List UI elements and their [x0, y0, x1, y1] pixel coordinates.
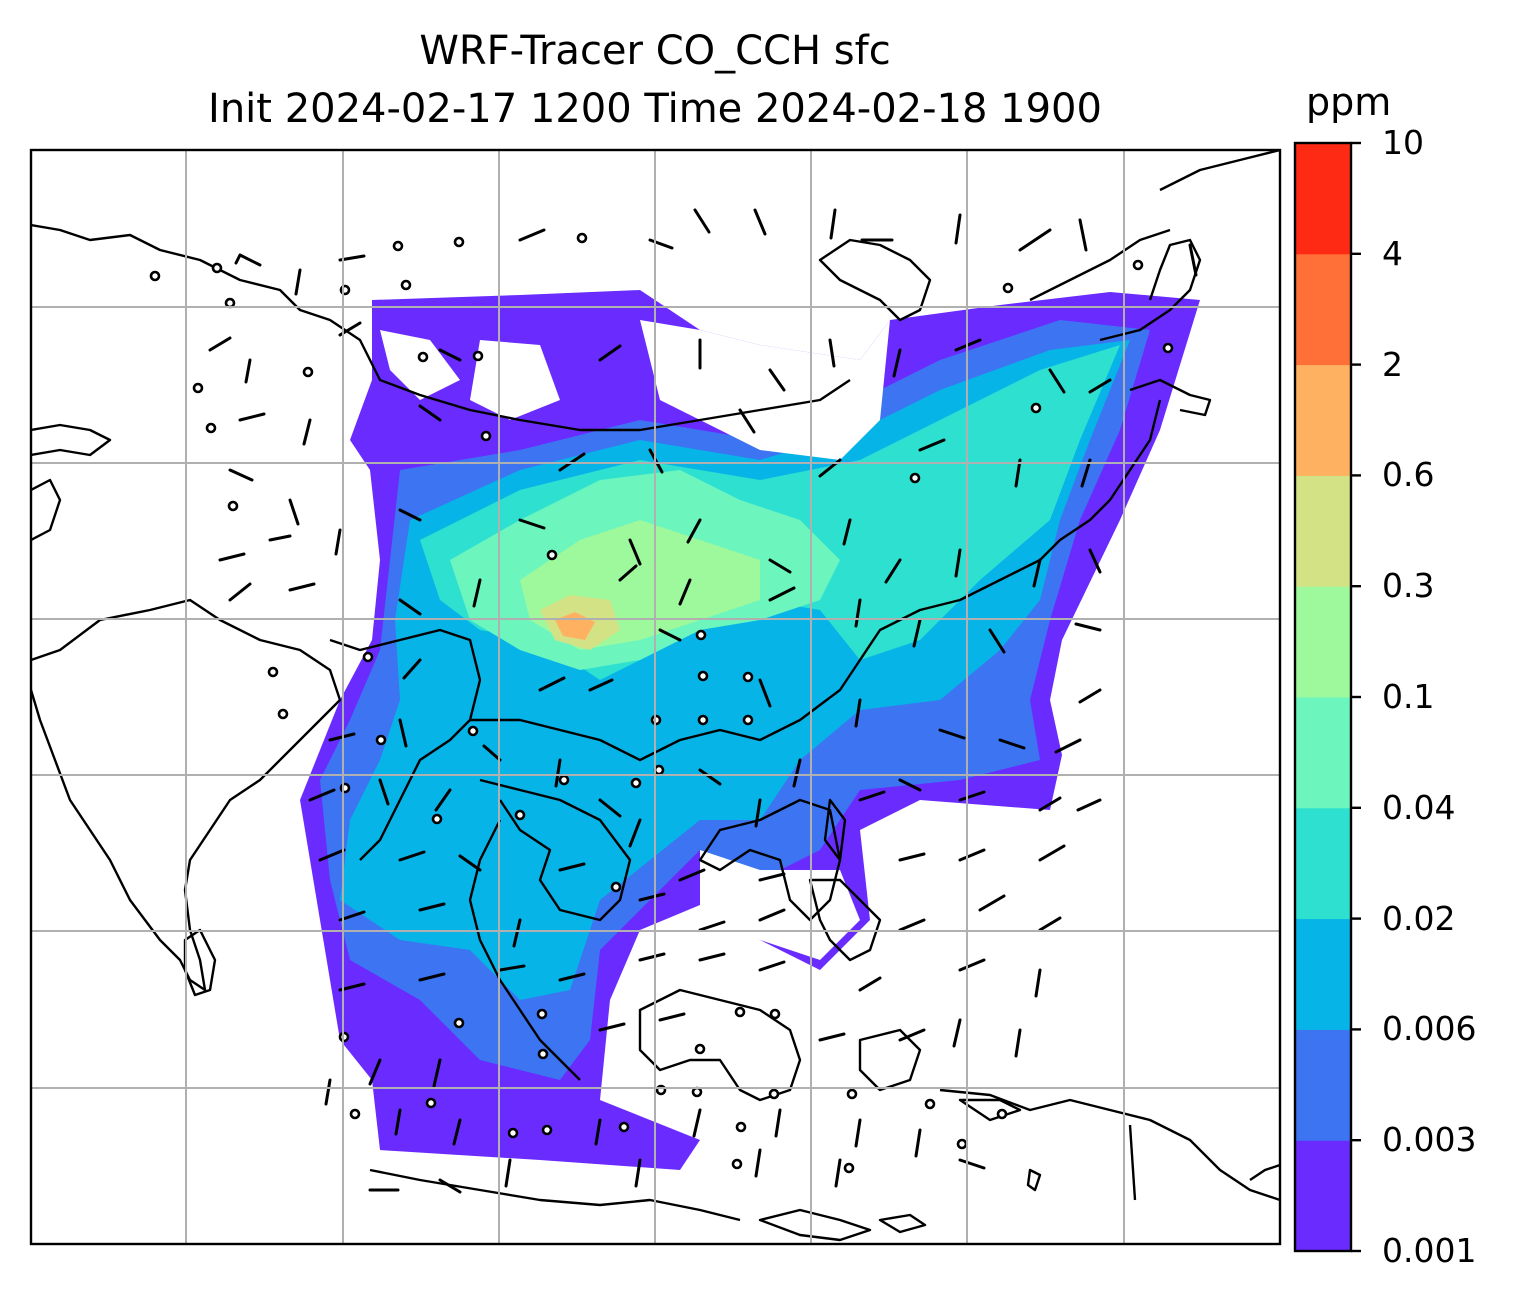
colorbar-tick-label: 10 [1382, 123, 1424, 162]
map-frame [29, 148, 1282, 1246]
colorbar-swatch [1295, 918, 1351, 1030]
colorbar-tick-label: 0.6 [1382, 455, 1435, 495]
colorbar-swatch [1295, 364, 1351, 476]
map-title-line-1: WRF-Tracer CO_CCH sfc [419, 28, 891, 74]
map-area [31, 150, 1280, 1244]
colorbar-unit-label: ppm [1306, 80, 1392, 124]
colorbar-tick-label: 0.003 [1382, 1120, 1477, 1160]
colorbar-tick-label: 0.1 [1382, 677, 1435, 716]
colorbar-swatch [1295, 143, 1351, 255]
colorbar-swatch [1295, 807, 1351, 920]
gridlines [31, 150, 1280, 1244]
tracer-concentration-field [300, 290, 1200, 1170]
colorbar-swatch [1295, 1029, 1351, 1141]
colorbar-tick-label: 0.02 [1382, 898, 1456, 938]
colorbar-swatch [1295, 253, 1351, 366]
colorbar-swatch [1295, 1140, 1351, 1252]
colorbar-tick-label: 0.006 [1382, 1009, 1477, 1049]
colorbar [1293, 141, 1361, 1253]
colorbar-tick-label: 0.001 [1382, 1231, 1477, 1270]
colorbar-swatch [1295, 475, 1351, 587]
colorbar-tick-label: 0.04 [1382, 787, 1456, 827]
colorbar-swatch [1295, 586, 1351, 698]
colorbar-tick-label: 4 [1382, 233, 1403, 273]
colorbar-swatch [1295, 697, 1351, 809]
colorbar-tick-label: 2 [1382, 344, 1403, 384]
calm-wind-markers [149, 232, 1174, 1174]
map-title-line-2: Init 2024-02-17 1200 Time 2024-02-18 190… [208, 86, 1102, 132]
colorbar-tick-label: 0.3 [1382, 566, 1435, 606]
